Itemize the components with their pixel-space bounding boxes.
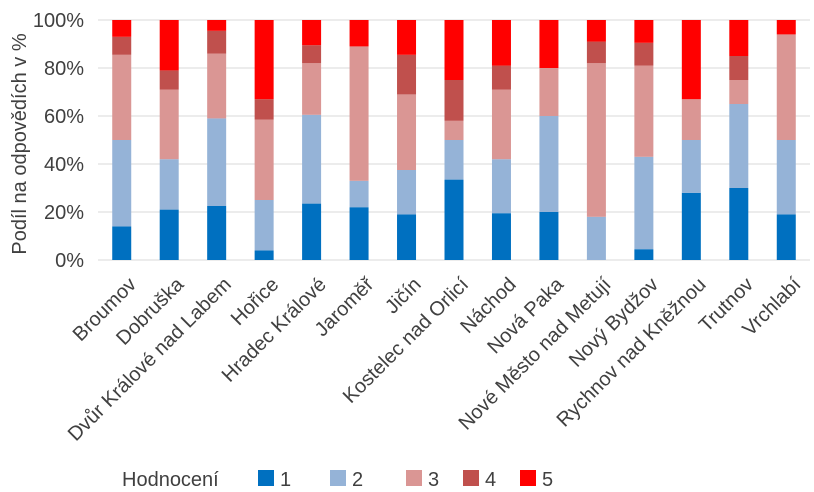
bar-segment	[159, 159, 179, 210]
bar-segment	[634, 156, 654, 250]
bar-segment	[729, 20, 749, 56]
bar-segment	[397, 94, 417, 170]
legend-swatch	[463, 470, 479, 486]
bar-segment	[634, 249, 654, 260]
bar-segment	[302, 203, 322, 260]
bar-segment	[634, 65, 654, 157]
y-tick-label: 100%	[33, 10, 84, 32]
y-tick-label: 20%	[44, 202, 84, 224]
bar-segment	[491, 89, 511, 160]
legend-title: Hodnocení	[122, 469, 219, 491]
bar-segment	[254, 119, 274, 200]
y-tick-label: 80%	[44, 58, 84, 80]
bar-segment	[254, 99, 274, 120]
bar-segment	[444, 120, 464, 140]
bar-segment	[634, 42, 654, 66]
bar-segment	[207, 118, 227, 206]
y-tick-label: 60%	[44, 106, 84, 128]
bar-segment	[112, 226, 132, 260]
bar-segment	[349, 20, 369, 47]
bar-segment	[586, 63, 606, 217]
bar-segment	[586, 20, 606, 42]
bar-segment	[207, 20, 227, 31]
bar-segment	[254, 200, 274, 251]
bars	[112, 20, 796, 260]
bar-segment	[444, 140, 464, 180]
bar-segment	[254, 250, 274, 260]
bar-segment	[112, 20, 132, 37]
bar-segment	[681, 99, 701, 140]
legend-label: 3	[428, 469, 439, 491]
bar-segment	[729, 188, 749, 260]
bar-segment	[159, 70, 179, 90]
bar-segment	[159, 20, 179, 71]
bar-segment	[539, 116, 559, 212]
bar-segment	[491, 159, 511, 214]
legend-label: 5	[542, 469, 553, 491]
bar-segment	[397, 170, 417, 215]
bar-segment	[444, 179, 464, 260]
bar-segment	[207, 53, 227, 119]
bar-segment	[444, 80, 464, 121]
bar-segment	[302, 20, 322, 46]
legend-swatch	[520, 470, 536, 486]
bar-segment	[586, 41, 606, 64]
bar-segment	[254, 20, 274, 100]
bar-segment	[207, 206, 227, 260]
bar-segment	[776, 34, 796, 140]
bar-segment	[776, 214, 796, 260]
legend-swatch	[330, 470, 346, 486]
bar-segment	[539, 212, 559, 260]
y-tick-label: 0%	[55, 250, 84, 272]
bar-segment	[349, 207, 369, 260]
bar-segment	[729, 56, 749, 80]
bar-segment	[729, 104, 749, 188]
y-axis-ticks: 0% 20% 40% 60% 80% 100%	[33, 10, 84, 272]
bar-segment	[586, 216, 606, 260]
bar-segment	[397, 214, 417, 260]
bar-segment	[159, 89, 179, 160]
bar-segment	[302, 114, 322, 204]
bar-segment	[397, 54, 417, 95]
bar-segment	[159, 209, 179, 260]
bar-segment	[539, 68, 559, 116]
bar-segment	[539, 20, 559, 68]
y-axis-label: Podíl na odpovědích v %	[9, 33, 31, 254]
legend-label: 2	[352, 469, 363, 491]
bar-segment	[491, 65, 511, 90]
bar-segment	[776, 140, 796, 215]
bar-segment	[681, 140, 701, 193]
legend-swatch	[258, 470, 274, 486]
bar-segment	[112, 140, 132, 227]
bar-segment	[302, 45, 322, 64]
bar-segment	[776, 20, 796, 35]
bar-segment	[491, 213, 511, 260]
y-tick-label: 40%	[44, 154, 84, 176]
bar-segment	[302, 63, 322, 115]
bar-segment	[349, 46, 369, 181]
legend-label: 4	[485, 469, 496, 491]
bar-segment	[112, 36, 132, 55]
bar-segment	[349, 180, 369, 208]
legend-label: 1	[280, 469, 291, 491]
bar-segment	[491, 20, 511, 66]
bar-segment	[729, 80, 749, 104]
legend: Hodnocení 1 2 3 4 5	[122, 469, 553, 491]
bar-segment	[681, 20, 701, 100]
bar-segment	[681, 192, 701, 260]
bar-segment	[444, 20, 464, 80]
bar-segment	[112, 54, 132, 140]
bar-segment	[397, 20, 417, 55]
legend-swatch	[406, 470, 422, 486]
bar-segment	[634, 20, 654, 43]
bar-segment	[207, 30, 227, 54]
